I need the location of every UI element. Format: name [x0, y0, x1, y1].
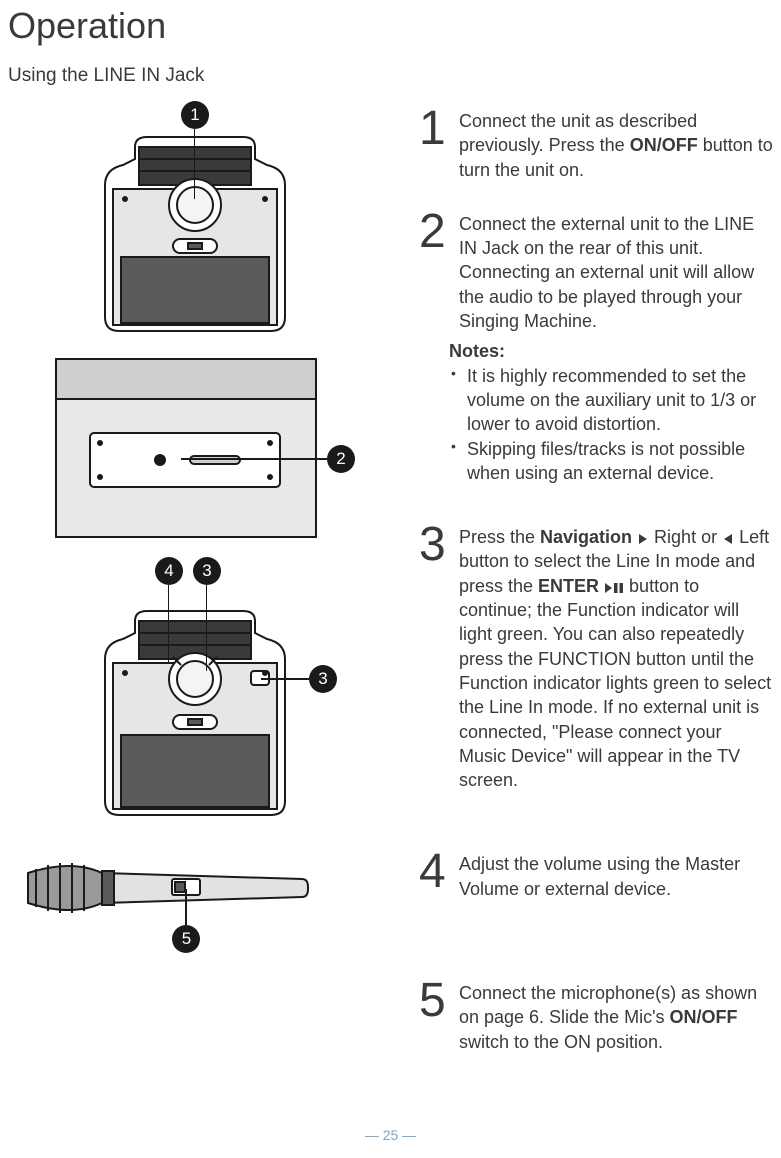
callout-line-1: [194, 129, 196, 199]
bold-text: Navigation: [540, 527, 632, 547]
step-1: 1 Connect the unit as described previous…: [419, 109, 773, 182]
step-number: 2: [419, 212, 459, 253]
callout-line-4: [168, 585, 170, 663]
figure-speaker-controls: 4 3 3: [75, 561, 315, 821]
notes-list: It is highly recommended to set the volu…: [449, 364, 773, 485]
callout-bubble-5: 5: [172, 925, 200, 953]
step-5: 5 Connect the microphone(s) as shown on …: [419, 981, 773, 1054]
notes-block: Notes: It is highly recommended to set t…: [459, 339, 773, 485]
step-number: 3: [419, 525, 459, 566]
step-body: Adjust the volume using the Master Volum…: [459, 852, 773, 901]
notes-label: Notes:: [449, 339, 773, 363]
step-text: Connect the external unit to the LINE IN…: [459, 214, 754, 331]
step-4: 4 Adjust the volume using the Master Vol…: [419, 852, 773, 901]
callout-line-5: [185, 889, 187, 925]
main-columns: 1: [8, 107, 773, 1084]
callout-bubble-3-top: 3: [193, 557, 221, 585]
rear-panel-illustration: [50, 353, 345, 543]
callout-bubble-4: 4: [155, 557, 183, 585]
callout-bubble-1: 1: [181, 101, 209, 129]
callout-bubble-3-side: 3: [309, 665, 337, 693]
figure-microphone: 5: [22, 849, 312, 939]
note-item: It is highly recommended to set the volu…: [449, 364, 773, 437]
step-text: Press the: [459, 527, 540, 547]
bold-text: ENTER: [538, 576, 599, 596]
note-item: Skipping files/tracks is not possible wh…: [449, 437, 773, 486]
callout-line-3-side: [261, 678, 309, 680]
step-number: 4: [419, 852, 459, 893]
figure-speaker-top: 1: [75, 107, 315, 335]
step-number: 5: [419, 981, 459, 1022]
steps-column: 1 Connect the unit as described previous…: [419, 107, 773, 1084]
step-body: Connect the external unit to the LINE IN…: [459, 212, 773, 333]
page-number: — 25 —: [0, 1127, 781, 1143]
figures-column: 1: [8, 107, 397, 1084]
step-text: switch to the ON position.: [459, 1032, 663, 1052]
bold-text: ON/OFF: [630, 135, 698, 155]
callout-line-3-top: [206, 585, 208, 671]
nav-right-icon: [637, 527, 649, 547]
callout-line-2: [181, 458, 327, 460]
step-text: Adjust the volume using the Master Volum…: [459, 854, 740, 898]
step-3: 3 Press the Navigation Right or Left but…: [419, 525, 773, 792]
step-text: Right or: [654, 527, 722, 547]
step-2: 2 Connect the external unit to the LINE …: [419, 212, 773, 333]
page-title: Operation: [8, 5, 773, 47]
play-pause-icon: [604, 576, 624, 596]
nav-left-icon: [722, 527, 734, 547]
step-body: Connect the unit as described previously…: [459, 109, 773, 182]
step-number: 1: [419, 109, 459, 150]
step-body: Press the Navigation Right or Left butto…: [459, 525, 773, 792]
speaker-illustration-2: [75, 561, 315, 821]
step-text: button to continue; the Function indicat…: [459, 576, 771, 790]
bold-text: ON/OFF: [670, 1007, 738, 1027]
microphone-illustration: [22, 849, 312, 939]
step-body: Connect the microphone(s) as shown on pa…: [459, 981, 773, 1054]
figure-rear-panel: 2: [50, 353, 345, 543]
callout-bubble-2: 2: [327, 445, 355, 473]
section-subtitle: Using the LINE IN Jack: [8, 65, 773, 87]
